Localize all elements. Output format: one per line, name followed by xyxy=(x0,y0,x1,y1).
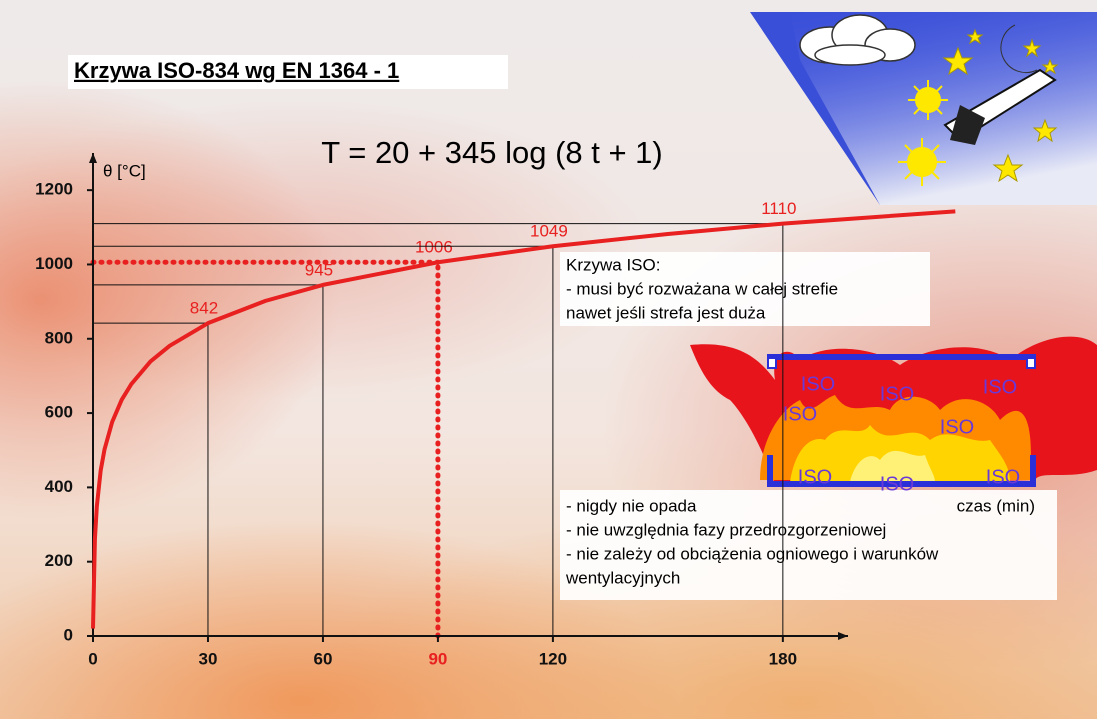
chart: Krzywa ISO-834 wg EN 1364 - 1 T = 20 + 3… xyxy=(0,0,1097,719)
slide: Krzywa ISO-834 wg EN 1364 - 1 T = 20 + 3… xyxy=(0,0,1097,719)
chart-title: Krzywa ISO-834 wg EN 1364 - 1 xyxy=(74,58,399,83)
data-label: 842 xyxy=(190,299,218,318)
y-tick-label: 600 xyxy=(45,403,73,422)
x-axis-arrow xyxy=(838,632,848,640)
y-tick-label: 0 xyxy=(64,625,73,644)
y-tick-label: 1200 xyxy=(35,180,73,199)
x-tick-label: 180 xyxy=(769,649,797,668)
fire-label: ISO xyxy=(940,416,974,438)
x-axis-label: czas (min) xyxy=(957,496,1035,515)
fire-label: ISO xyxy=(880,473,914,495)
x-tick-label: 120 xyxy=(539,649,567,668)
x-tick-label: 90 xyxy=(428,649,447,668)
x-tick-label: 0 xyxy=(88,649,97,668)
note-line: - musi być rozważana w całej strefie xyxy=(566,279,838,298)
formula: T = 20 + 345 log (8 t + 1) xyxy=(321,135,663,170)
data-label: 1110 xyxy=(761,199,796,218)
fire-label: ISO xyxy=(880,383,914,405)
x-tick-label: 30 xyxy=(199,649,218,668)
y-axis-label: θ [°C] xyxy=(103,161,146,180)
fire-label: ISO xyxy=(798,466,832,488)
fire-illustration xyxy=(690,337,1097,485)
y-tick-label: 1000 xyxy=(35,254,73,273)
note-line: wentylacyjnych xyxy=(565,568,680,587)
note-line: nawet jeśli strefa jest duża xyxy=(566,303,766,322)
y-tick-label: 400 xyxy=(45,477,73,496)
data-label: 1049 xyxy=(530,222,568,241)
fire-label: ISO xyxy=(986,466,1020,488)
fire-label: ISO xyxy=(983,376,1017,398)
note-line: - nie zależy od obciążenia ogniowego i w… xyxy=(566,544,939,563)
data-label: 1006 xyxy=(415,238,453,257)
fire-label: ISO xyxy=(783,403,817,425)
fire-label: ISO xyxy=(801,373,835,395)
note-line: Krzywa ISO: xyxy=(566,255,660,274)
x-tick-label: 60 xyxy=(313,649,332,668)
y-tick-label: 200 xyxy=(45,551,73,570)
note-line: - nie uwzględnia fazy przedrozgorzeniowe… xyxy=(566,520,886,539)
y-tick-label: 800 xyxy=(45,328,73,347)
note-line: - nigdy nie opada xyxy=(566,496,697,515)
y-axis-arrow xyxy=(89,153,97,163)
